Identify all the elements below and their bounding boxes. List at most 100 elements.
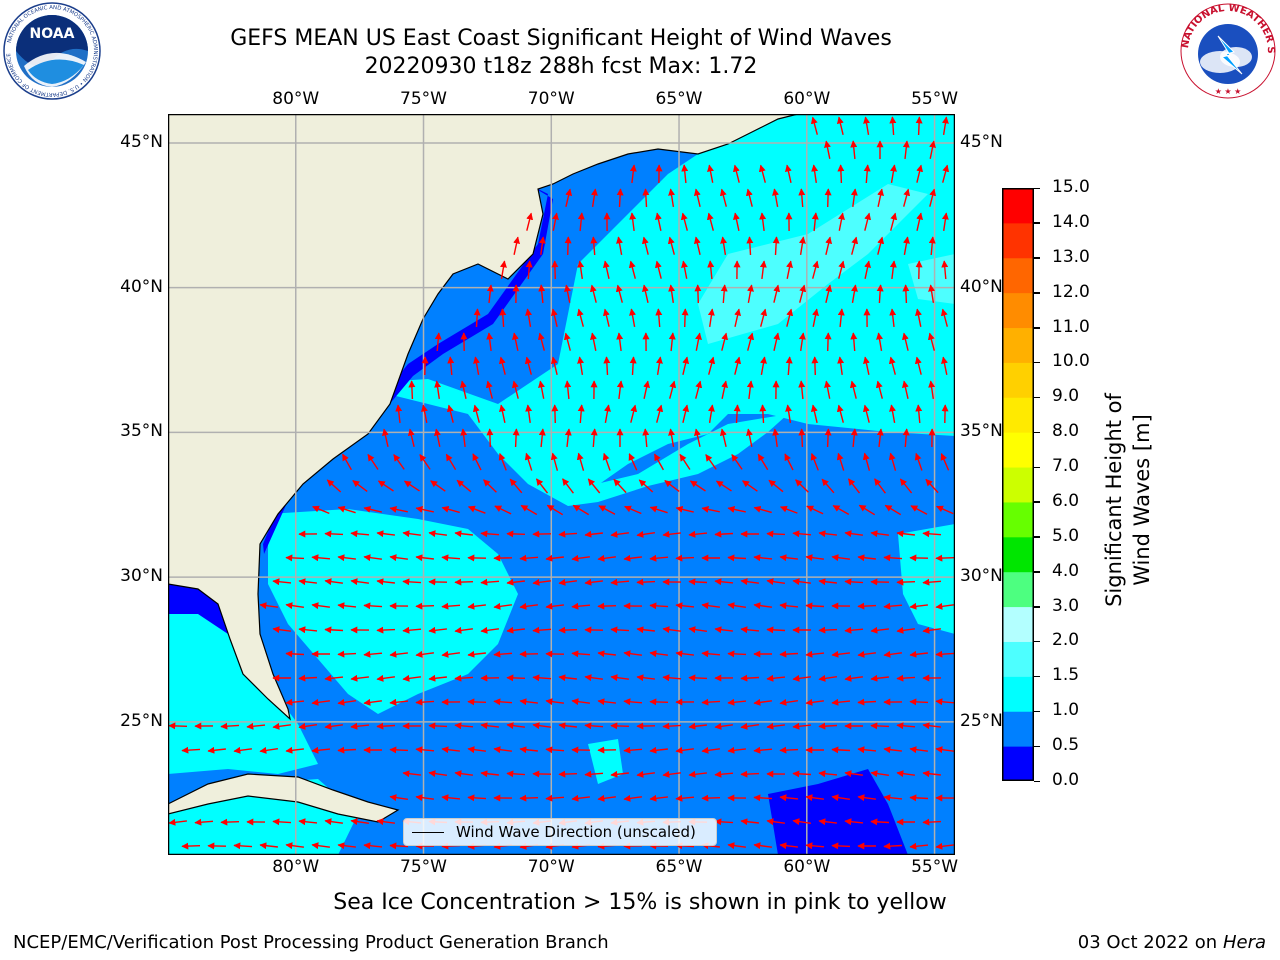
wind-arrow — [740, 578, 759, 586]
wind-arrow — [909, 842, 929, 850]
wind-arrow — [467, 602, 486, 610]
wind-arrow — [694, 284, 702, 304]
wind-arrow — [668, 428, 675, 448]
wind-arrow — [629, 164, 637, 183]
wind-arrow — [784, 164, 792, 183]
wind-arrow — [825, 236, 833, 255]
wind-arrow — [850, 140, 858, 160]
wind-arrow — [298, 818, 318, 826]
colorbar-tick-label: 8.0 — [1052, 421, 1080, 442]
wind-arrow — [707, 308, 715, 328]
colorbar-segment — [1002, 606, 1034, 642]
wind-arrow — [910, 505, 928, 515]
wind-arrow — [311, 746, 331, 754]
wind-arrow — [577, 260, 585, 280]
wind-arrow — [779, 794, 799, 802]
wind-arrow — [714, 722, 733, 730]
coastal-low-band — [263, 184, 553, 554]
wind-arrow — [194, 818, 214, 826]
wind-arrow — [558, 530, 578, 538]
wind-arrow — [740, 722, 760, 730]
wind-arrow — [679, 453, 691, 470]
wind-arrow — [434, 332, 442, 352]
wind-arrow — [298, 578, 317, 586]
wind-arrow — [922, 626, 941, 634]
wind-arrow — [337, 505, 356, 514]
wind-arrow — [759, 212, 767, 231]
wind-arrow — [655, 212, 662, 231]
wind-arrow — [825, 284, 833, 303]
wind-arrow — [818, 578, 837, 586]
colorbar-segment — [1002, 746, 1034, 781]
wind-arrow — [701, 650, 721, 658]
wind-arrow — [434, 428, 441, 447]
wind-arrow — [246, 722, 266, 730]
wind-arrow — [272, 818, 292, 826]
wind-arrow — [876, 428, 884, 447]
wind-arrow — [441, 505, 460, 514]
colorbar — [1002, 188, 1034, 781]
wind-arrow — [792, 578, 811, 586]
wind-arrow — [441, 602, 461, 610]
wind-arrow — [615, 284, 623, 303]
wind-arrow — [719, 188, 727, 207]
land-cuba — [168, 773, 400, 823]
wind-arrow — [903, 236, 910, 256]
wind-arrow — [168, 818, 187, 826]
wind-arrow — [818, 818, 837, 826]
wind-arrow — [668, 188, 676, 208]
wind-arrow — [623, 698, 643, 706]
colorbar-tick-mark — [1034, 327, 1040, 329]
wind-arrow — [550, 356, 558, 375]
wind-arrow — [821, 478, 835, 494]
wind-arrow — [616, 332, 624, 351]
wind-arrow — [662, 722, 682, 730]
wind-arrow — [623, 794, 642, 802]
wind-arrow — [532, 578, 551, 586]
wind-arrow — [747, 284, 754, 304]
wind-arrow — [285, 746, 304, 754]
wind-arrow — [916, 212, 924, 231]
wind-arrow — [714, 818, 734, 826]
wind-arrow — [326, 479, 342, 493]
footer-date: 03 Oct 2022 on Hera — [1078, 932, 1266, 953]
wind-arrow — [649, 698, 669, 706]
wind-arrow — [564, 380, 572, 400]
wind-arrow — [935, 842, 954, 850]
wind-arrow — [636, 578, 656, 586]
wind-arrow — [847, 478, 861, 494]
wind-arrow — [564, 428, 572, 447]
wind-arrow — [799, 284, 807, 303]
wind-arrow — [524, 356, 532, 375]
wind-arrow — [467, 794, 487, 802]
wind-arrow — [610, 530, 629, 538]
colorbar-tick-label: 11.0 — [1052, 316, 1090, 337]
wind-arrow — [602, 260, 610, 279]
wind-arrow — [874, 478, 886, 494]
wind-arrow — [727, 746, 746, 754]
wind-arrow — [642, 188, 650, 208]
wind-arrow — [766, 818, 785, 826]
wind-arrow — [831, 746, 851, 754]
wind-arrow — [758, 164, 766, 183]
wind-arrow — [623, 650, 642, 658]
wind-arrow — [707, 164, 714, 183]
wind-arrow — [472, 453, 482, 471]
wind-arrow — [889, 404, 896, 424]
wind-arrow — [768, 479, 784, 493]
wind-arrow — [896, 530, 915, 538]
colorbar-tick-label: 14.0 — [1052, 211, 1090, 232]
wind-arrow — [824, 332, 832, 352]
wind-arrow — [664, 480, 680, 492]
wind-arrow — [753, 554, 773, 562]
wind-arrow — [914, 452, 923, 471]
sea-ice-note: Sea Ice Concentration > 15% is shown in … — [333, 890, 947, 915]
wind-arrow — [337, 602, 357, 610]
wind-arrow — [577, 404, 585, 424]
wind-arrow — [564, 236, 572, 256]
colorbar-tick-mark — [1034, 675, 1040, 678]
wind-arrow — [851, 236, 859, 255]
colorbar-tick-mark — [1034, 606, 1040, 608]
wind-arrow — [806, 505, 824, 515]
wind-arrow — [500, 260, 507, 280]
